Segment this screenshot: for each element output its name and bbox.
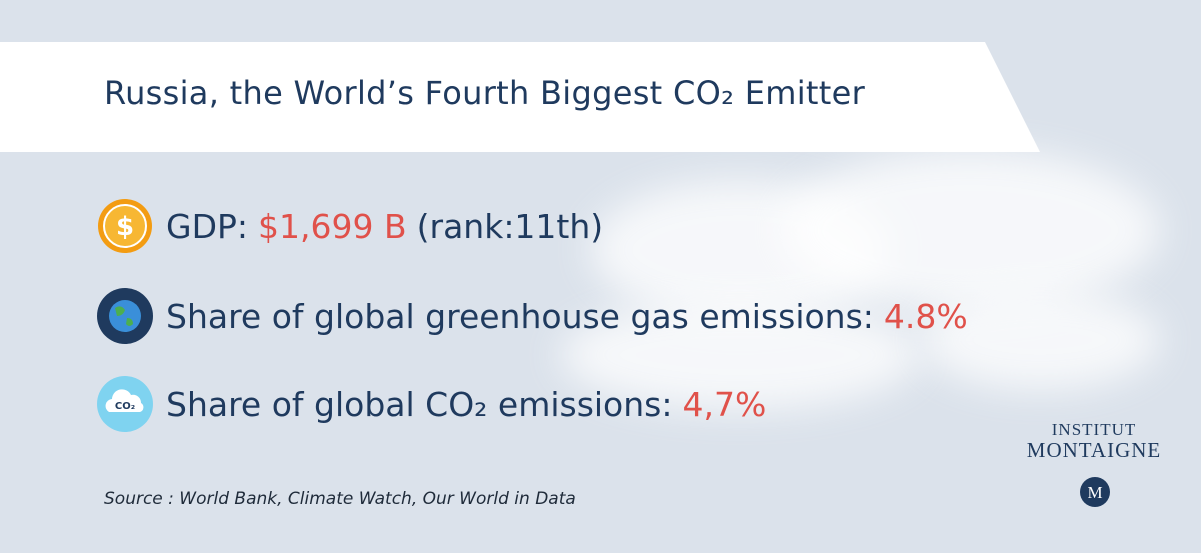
label: Share of global CO₂ emissions: <box>166 384 673 424</box>
title: Russia, the World’s Fourth Biggest CO₂ E… <box>104 74 866 112</box>
cloud <box>560 300 920 410</box>
logo-line2: MONTAIGNE <box>1026 438 1162 462</box>
label: GDP: <box>166 206 249 246</box>
title-banner <box>0 42 1040 152</box>
cloud <box>920 290 1160 390</box>
coin-symbol: $ <box>116 212 134 242</box>
value: 4,7% <box>682 384 767 424</box>
globe-icon <box>97 288 153 344</box>
logo-line1: INSTITUT <box>1051 420 1137 439</box>
coin-icon: $ <box>98 199 152 253</box>
co2-icon: CO₂ <box>97 376 153 432</box>
ghg-row: Share of global greenhouse gas emissions… <box>97 288 968 344</box>
value: 4.8% <box>883 296 968 336</box>
source: Source : World Bank, Climate Watch, Our … <box>104 489 576 509</box>
note: (rank:11th) <box>416 206 604 246</box>
logo-letter: M <box>1087 483 1102 502</box>
gdp-row: $ GDP: $1,699 B (rank:11th) <box>97 198 603 254</box>
co2-row: CO₂ Share of global CO₂ emissions: 4,7% <box>97 376 766 432</box>
value: $1,699 B <box>258 206 407 246</box>
label: Share of global greenhouse gas emissions… <box>166 296 874 336</box>
cloud <box>780 150 1160 310</box>
logo-mark: M <box>1080 477 1110 507</box>
co2-symbol: CO₂ <box>115 401 135 412</box>
